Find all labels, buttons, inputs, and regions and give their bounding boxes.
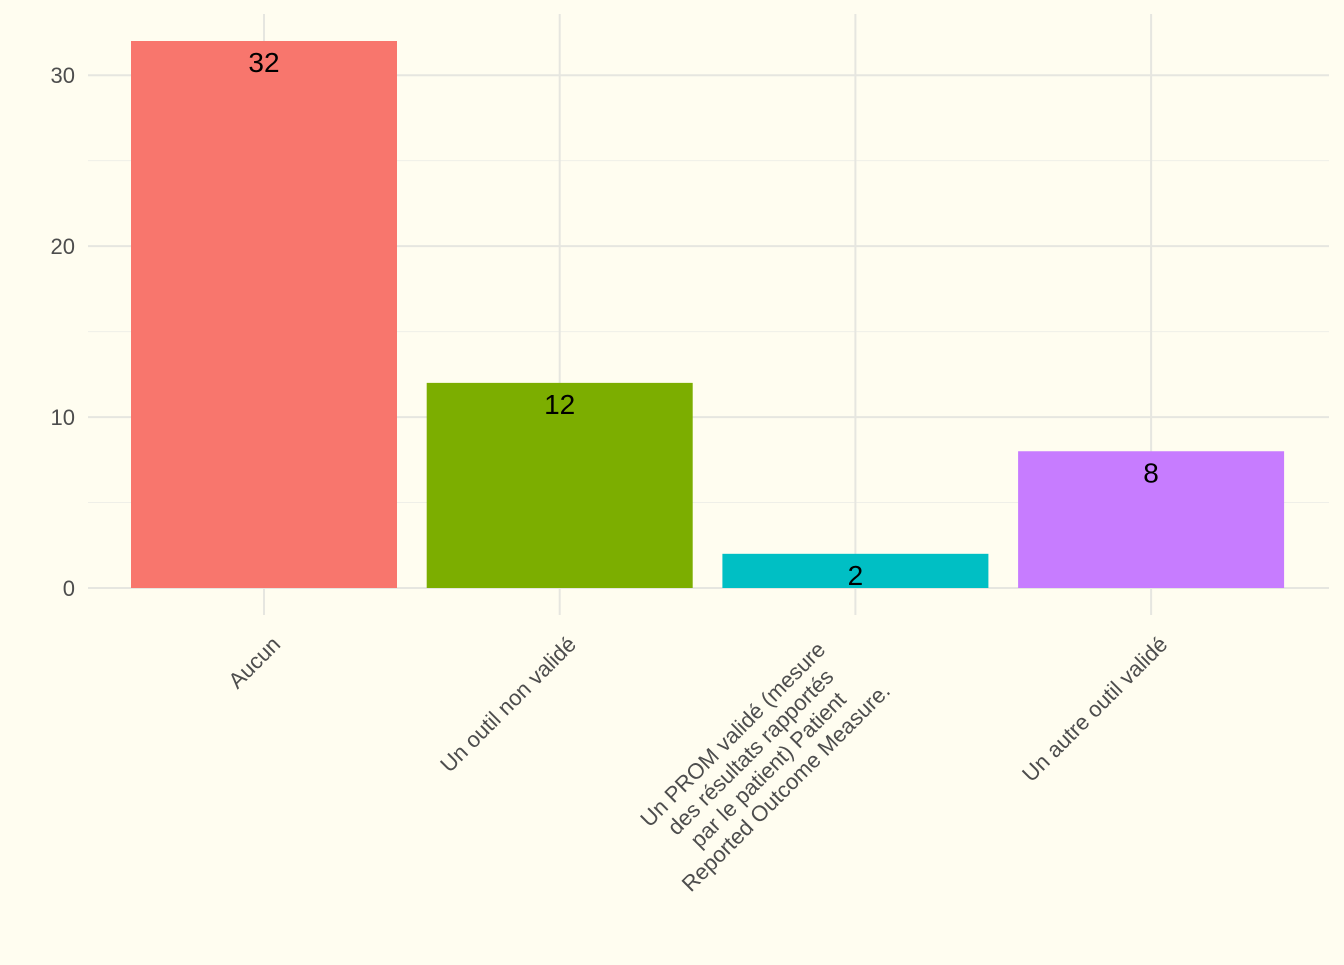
x-tick-label-line: Un outil non validé: [435, 632, 581, 778]
bar-value-label: 2: [848, 560, 864, 591]
y-tick-label: 30: [51, 63, 75, 88]
x-axis: Aucun Un outil non validé Un PROM validé (…: [223, 632, 1172, 897]
y-axis: 0 10 20 30: [51, 63, 75, 601]
x-tick-label: Aucun: [223, 632, 285, 694]
y-tick-label: 0: [63, 576, 75, 601]
x-tick-label: Un autre outil validé: [1017, 632, 1172, 787]
bar-value-label: 8: [1143, 457, 1159, 488]
bar: [426, 382, 693, 588]
x-tick-label: Un outil non validé: [435, 632, 581, 778]
y-tick-label: 20: [51, 234, 75, 259]
y-tick-label: 10: [51, 405, 75, 430]
bar: [131, 41, 397, 588]
x-tick-label-line: Un autre outil validé: [1017, 632, 1172, 787]
bars: [131, 41, 1285, 588]
bar-value-label: 12: [544, 389, 575, 420]
bar-value-label: 32: [248, 47, 279, 78]
bar: [722, 553, 989, 588]
bar: [1018, 451, 1285, 588]
x-tick-label-line: Aucun: [223, 632, 285, 694]
bar-value-labels: 32 12 2 8: [248, 47, 1158, 591]
